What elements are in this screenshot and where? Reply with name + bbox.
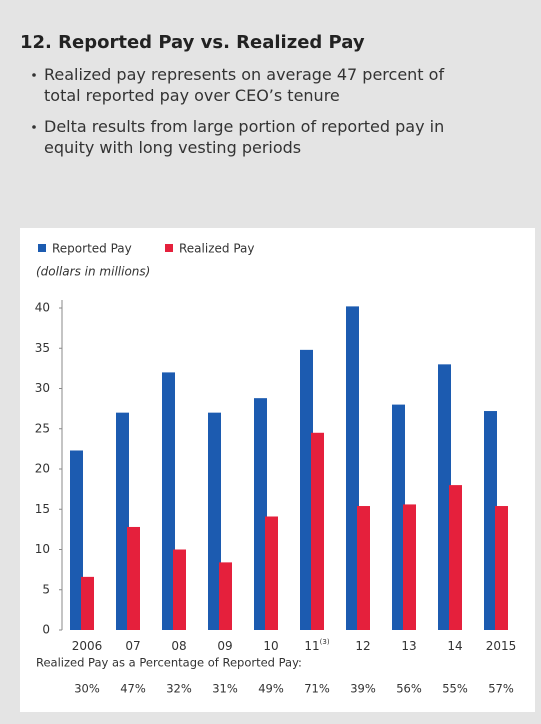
bar <box>219 562 232 630</box>
bar <box>173 549 186 630</box>
x-tick-label: 09 <box>217 639 232 653</box>
percent-label: 57% <box>488 682 514 696</box>
y-tick-label: 30 <box>35 381 50 395</box>
bullet-text: Delta results from large portion of repo… <box>44 117 444 136</box>
y-tick-label: 15 <box>35 502 50 516</box>
bar <box>484 411 497 630</box>
bar <box>495 506 508 630</box>
x-tick-label: 14 <box>447 639 462 653</box>
x-tick-label: 2006 <box>72 639 103 653</box>
bar <box>346 306 359 630</box>
percent-label: 31% <box>212 682 238 696</box>
x-tick-text: 2006 <box>72 639 103 653</box>
x-tick-text: 08 <box>171 639 186 653</box>
y-tick-label: 35 <box>35 341 50 355</box>
x-tick-label: 13 <box>401 639 416 653</box>
y-axis-label: (dollars in millions) <box>36 265 150 279</box>
percent-label: 49% <box>258 682 284 696</box>
bar <box>438 364 451 630</box>
percent-label: 47% <box>120 682 146 696</box>
bullet-dot <box>32 125 36 129</box>
legend-swatch <box>165 244 173 252</box>
x-tick-text: 10 <box>263 639 278 653</box>
legend-label: Reported Pay <box>52 242 132 256</box>
x-tick-text: 14 <box>447 639 462 653</box>
x-tick-text: 09 <box>217 639 232 653</box>
bar <box>70 450 83 630</box>
y-tick-label: 40 <box>35 301 50 315</box>
bullet-dot <box>32 73 36 77</box>
bar <box>81 576 94 630</box>
bar <box>265 516 278 630</box>
y-tick-label: 20 <box>35 462 50 476</box>
bar <box>357 506 370 630</box>
percent-label: 56% <box>396 682 422 696</box>
bar <box>127 526 140 630</box>
x-tick-label: 07 <box>125 639 140 653</box>
percent-label: 39% <box>350 682 376 696</box>
percent-label: 55% <box>442 682 468 696</box>
bar <box>162 372 175 630</box>
bar <box>392 404 405 630</box>
x-tick-text: 11 <box>304 639 319 653</box>
y-tick-label: 5 <box>42 582 50 596</box>
percent-label: 30% <box>74 682 100 696</box>
bullet-text: total reported pay over CEO’s tenure <box>44 86 340 105</box>
bar <box>403 504 416 630</box>
x-tick-label: 2015 <box>486 639 517 653</box>
bar <box>116 412 129 630</box>
percent-caption: Realized Pay as a Percentage of Reported… <box>36 656 302 670</box>
x-tick-text: 07 <box>125 639 140 653</box>
y-tick-label: 10 <box>35 542 50 556</box>
x-tick-label: 12 <box>355 639 370 653</box>
bar <box>208 412 221 630</box>
title: 12. Reported Pay vs. Realized Pay <box>20 32 365 53</box>
bar <box>311 432 324 630</box>
percent-label: 32% <box>166 682 192 696</box>
x-tick-label: 10 <box>263 639 278 653</box>
bar <box>449 485 462 630</box>
y-tick-label: 0 <box>42 623 50 637</box>
x-tick-text: 13 <box>401 639 416 653</box>
bullet-text: Realized pay represents on average 47 pe… <box>44 65 444 84</box>
bar <box>300 349 313 630</box>
x-tick-label: 08 <box>171 639 186 653</box>
x-tick-footnote: (3) <box>320 638 330 646</box>
x-tick-label: 11(3) <box>304 638 329 653</box>
bullet-text: equity with long vesting periods <box>44 138 301 157</box>
x-tick-text: 12 <box>355 639 370 653</box>
x-tick-text: 2015 <box>486 639 517 653</box>
percent-label: 71% <box>304 682 330 696</box>
bar <box>254 398 267 630</box>
legend-swatch <box>38 244 46 252</box>
legend-label: Realized Pay <box>179 242 254 256</box>
y-tick-label: 25 <box>35 421 50 435</box>
